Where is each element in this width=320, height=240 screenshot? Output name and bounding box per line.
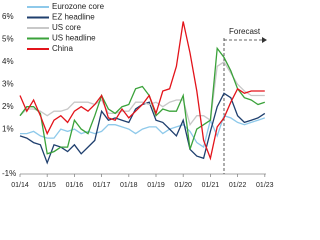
x-tick-label: 01/23 [256,182,274,189]
y-tick-label: 3% [2,79,14,88]
legend-label: US core [52,23,81,32]
chart: 6% 5% 4% 3% 2% 1% -1% 01/14 01/15 01/16 01/17 01/18… [2,2,274,189]
forecast-label: Forecast [229,27,261,36]
legend-bg [25,33,103,44]
legend-bg [25,12,103,23]
series-line [19,46,266,155]
x-tick-label: 01/18 [120,182,138,189]
y-tick-label: -1% [2,169,16,178]
y-tick-label: 5% [2,35,14,44]
x-tick-label: 01/16 [66,182,84,189]
legend-bg [25,2,103,13]
series-line [20,114,266,149]
legend-label: China [52,44,73,53]
x-tick-label: 01/17 [93,182,111,189]
arrow-head [262,37,267,43]
legend-label: EZ headline [52,13,95,22]
x-tick-label: 01/19 [147,182,165,189]
series-line [19,21,265,161]
legend-label: US headline [52,34,96,43]
y-tick-label: 2% [2,102,14,111]
x-tick-label: 01/15 [38,182,56,189]
x-tick-label: 01/14 [11,182,29,189]
legend-label: Eurozone core [52,2,105,11]
legend-bg [25,23,103,34]
y-tick-label: 6% [2,12,14,21]
series-line [19,60,265,127]
x-tick-label: 01/21 [202,182,220,189]
y-tick-label: 4% [2,57,14,66]
x-tick-label: 01/20 [174,182,192,189]
legend-bg [25,44,103,55]
x-tick-label: 01/22 [229,182,247,189]
y-tick-label: 1% [2,124,14,133]
